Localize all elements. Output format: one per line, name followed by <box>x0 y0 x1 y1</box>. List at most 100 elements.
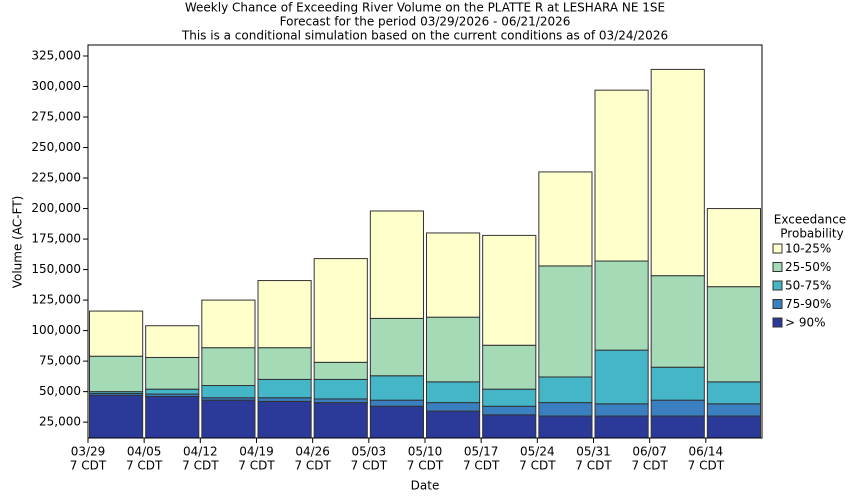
x-tick-label: 05/03 <box>352 445 387 459</box>
x-axis-label: Date <box>411 479 440 493</box>
legend-label: 10-25% <box>785 242 831 256</box>
bar-segment <box>257 397 312 402</box>
x-tick-label: 7 CDT <box>575 459 612 473</box>
bar-segment <box>538 402 593 417</box>
x-tick-label: 04/26 <box>295 445 330 459</box>
bar-segment <box>201 347 256 387</box>
bar-segment <box>313 258 368 363</box>
bar-segment <box>594 89 649 262</box>
bar-segment <box>369 375 425 401</box>
bar-segment <box>369 317 425 377</box>
bar-segment <box>145 325 200 358</box>
legend-swatch <box>772 299 783 309</box>
chart-subtitle: This is a conditional simulation based o… <box>181 29 668 43</box>
plot-border <box>87 44 763 439</box>
x-tick-label: 7 CDT <box>631 459 668 473</box>
y-axis-label: Volume (AC-FT) <box>11 196 25 289</box>
y-tick-label: 125,000 <box>31 293 81 307</box>
legend-swatch <box>772 317 783 328</box>
bar-segment <box>482 234 537 346</box>
legend-title: Probability <box>780 227 843 241</box>
legend-label: 75-90% <box>785 297 831 311</box>
bar-segment <box>89 310 144 357</box>
x-tick-label: 7 CDT <box>519 459 556 473</box>
bar-segment <box>706 381 761 405</box>
y-tick-label: 200,000 <box>31 201 81 215</box>
bar-segment <box>594 403 649 417</box>
bar-segment <box>426 381 481 404</box>
bar-segment <box>706 286 761 383</box>
y-tick-label: 300,000 <box>31 79 81 93</box>
bar-segment <box>145 396 200 439</box>
bar-segment <box>257 378 312 399</box>
y-tick-label: 175,000 <box>31 232 81 246</box>
y-tick-label: 150,000 <box>31 262 81 276</box>
x-tick-label: 7 CDT <box>688 459 725 473</box>
x-tick-label: 06/14 <box>689 445 724 459</box>
y-tick-label: 100,000 <box>31 323 81 337</box>
bar-segment <box>538 415 593 439</box>
x-tick-label: 7 CDT <box>126 459 163 473</box>
legend-swatch <box>772 280 783 291</box>
bar-segment <box>257 400 312 439</box>
x-tick-label: 7 CDT <box>407 459 444 473</box>
x-tick-label: 05/24 <box>520 445 555 459</box>
bar-segment <box>369 399 425 407</box>
x-tick-label: 05/31 <box>576 445 611 459</box>
bar-segment <box>482 405 537 416</box>
bar-segment <box>538 171 593 267</box>
x-tick-label: 7 CDT <box>294 459 331 473</box>
bar-segment <box>201 299 256 349</box>
x-tick-label: 7 CDT <box>238 459 275 473</box>
legend-swatch <box>772 243 783 254</box>
bar-segment <box>594 415 649 439</box>
x-tick-label: 7 CDT <box>70 459 107 473</box>
y-tick-label: 225,000 <box>31 171 81 185</box>
legend-label: > 90% <box>785 316 826 330</box>
y-tick-label: 325,000 <box>31 48 81 62</box>
bar-segment <box>313 361 368 380</box>
y-tick-label: 75,000 <box>39 354 81 368</box>
legend-label: 25-50% <box>785 260 831 274</box>
x-tick-label: 04/19 <box>239 445 274 459</box>
bar-segment <box>650 275 705 368</box>
y-tick-label: 50,000 <box>39 384 81 398</box>
plot-area <box>88 45 762 438</box>
bar-segment <box>482 414 537 439</box>
x-tick-label: 05/10 <box>408 445 443 459</box>
legend-label: 50-75% <box>785 279 831 293</box>
x-tick-label: 7 CDT <box>182 459 219 473</box>
bar-segment <box>426 316 481 383</box>
bar-segment <box>257 347 312 380</box>
y-tick-label: 250,000 <box>31 140 81 154</box>
bar-segment <box>706 415 761 439</box>
bar-segment <box>594 349 649 405</box>
bar-segment <box>89 394 144 439</box>
bar-segment <box>594 260 649 351</box>
x-tick-label: 7 CDT <box>463 459 500 473</box>
legend-title: Exceedance <box>774 213 846 227</box>
bar-segment <box>426 232 481 318</box>
x-tick-label: 04/12 <box>183 445 218 459</box>
chart-title: Weekly Chance of Exceeding River Volume … <box>185 1 665 15</box>
bar-segment <box>482 388 537 407</box>
bar-segment <box>313 398 368 404</box>
bar-segment <box>145 356 200 390</box>
legend-swatch <box>772 262 783 272</box>
bar-segment <box>538 376 593 404</box>
y-tick-label: 25,000 <box>39 415 81 429</box>
chart-subtitle: Forecast for the period 03/29/2026 - 06/… <box>280 15 571 29</box>
bar-segment <box>706 403 761 417</box>
bar-segment <box>426 402 481 412</box>
x-tick-label: 03/29 <box>71 445 106 459</box>
bar-segment <box>650 68 705 277</box>
bar-segment <box>706 208 761 288</box>
bar-segment <box>650 399 705 417</box>
bar-segment <box>482 344 537 390</box>
bar-segment <box>538 265 593 378</box>
x-tick-label: 05/17 <box>464 445 499 459</box>
bar-segment <box>89 355 144 393</box>
bar-segment <box>145 388 200 395</box>
bar-segment <box>426 410 481 439</box>
